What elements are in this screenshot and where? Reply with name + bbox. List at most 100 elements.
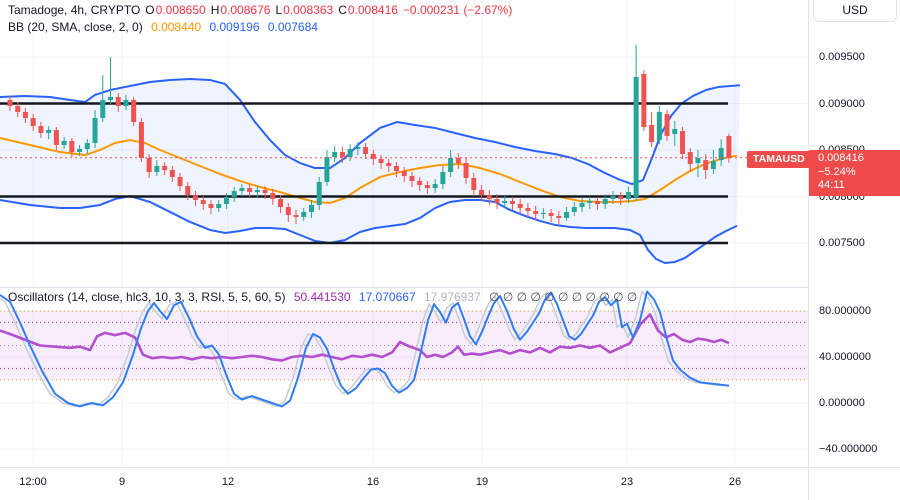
candle-body <box>177 176 183 186</box>
candle-body <box>509 200 515 205</box>
candle-body <box>463 163 469 178</box>
last-price-change: −5.24% <box>818 165 856 178</box>
candle-body <box>131 99 137 123</box>
price-axis-label: 0.007500 <box>819 237 865 249</box>
candle-body <box>123 99 129 107</box>
candle-body <box>502 200 508 204</box>
candle-body <box>223 196 229 205</box>
candle-body <box>324 156 330 182</box>
symbol-legend[interactable]: Tamadoge, 4h, CRYPTO O0.008650 H0.008676 L0… <box>8 3 517 17</box>
candle-body <box>84 143 90 149</box>
candle-body <box>301 211 307 217</box>
candle-body <box>270 193 276 200</box>
candle-body <box>664 114 670 136</box>
candle-body <box>571 207 577 212</box>
price-axis-label: 0.009500 <box>819 51 865 63</box>
candle-body <box>316 181 322 205</box>
candle-body <box>92 118 98 144</box>
oscillators-legend[interactable]: Oscillators (14, close, hlc3, 10, 3, 3, … <box>8 290 642 304</box>
candle-body <box>386 163 392 166</box>
time-axis-label: 19 <box>475 476 489 488</box>
candle-body <box>278 199 284 208</box>
candle-body <box>154 165 160 173</box>
candle-body <box>417 180 423 186</box>
oscillator-axis-label: 40.000000 <box>819 351 871 363</box>
bb-upper-band <box>0 78 741 186</box>
candle-body <box>579 203 585 208</box>
candle-body <box>347 148 353 157</box>
candle-body <box>254 189 260 193</box>
oscillator-purple-line <box>0 313 730 362</box>
candle-body <box>262 189 268 194</box>
bar-countdown: 44:11 <box>818 179 845 191</box>
bb-title: BB (20, SMA, close, 2, 0) <box>8 20 143 34</box>
candle-body <box>7 99 13 107</box>
candle-body <box>486 195 492 200</box>
candle-body <box>726 136 732 158</box>
price-axis[interactable]: USD 0.008416 −5.24% 44:11 0.009500 0.0090… <box>808 0 900 467</box>
osc-purple-value: 50.441530 <box>293 290 351 304</box>
time-axis-label: 23 <box>620 476 634 488</box>
osc-gray-value: 17.976937 <box>423 290 481 304</box>
ohlc-token: O0.008650 <box>145 3 206 17</box>
candle-body <box>339 152 345 157</box>
candle-body <box>370 153 376 160</box>
candle-body <box>200 200 206 205</box>
candle-body <box>540 212 546 214</box>
candle-body <box>494 199 500 204</box>
last-price-badge: 0.008416 −5.24% 44:11 <box>809 150 900 196</box>
chart-canvas[interactable]: Tamadoge, 4h, CRYPTO O0.008650 H0.008676 L0… <box>0 0 811 467</box>
oscillator-shadow-line <box>0 290 725 408</box>
price-axis-label: 0.009000 <box>819 97 865 110</box>
axis-corner <box>808 467 900 500</box>
candle-body <box>618 196 624 200</box>
candle-body <box>594 200 600 205</box>
candle-body <box>285 207 291 216</box>
candle-body <box>409 176 415 181</box>
candle-body <box>231 191 237 197</box>
oscillator-axis-label: 0.000000 <box>819 397 865 409</box>
candle-body <box>556 215 562 218</box>
ohlc-values: O0.008650 H0.008676 L0.008363 C0.008416 <box>145 3 403 17</box>
candle-body <box>15 106 21 112</box>
candle-body <box>432 184 438 189</box>
candle-body <box>448 157 454 173</box>
oscillator-axis-label: −40.000000 <box>819 443 878 455</box>
bb-lower-band <box>0 195 738 264</box>
candle-body <box>533 211 539 214</box>
candle-body <box>146 157 152 173</box>
price-pane[interactable] <box>0 0 808 287</box>
candle-body <box>649 124 655 143</box>
time-axis[interactable]: 12:00 9 12 16 19 23 26 <box>0 467 808 500</box>
candle-body <box>30 118 36 127</box>
candle-body <box>656 111 662 141</box>
candle-body <box>293 215 299 217</box>
candle-body <box>564 211 570 218</box>
candle-body <box>672 128 678 135</box>
candle-body <box>115 96 121 107</box>
candle-body <box>247 188 253 193</box>
candle-body <box>169 169 175 177</box>
candle-body <box>193 195 199 201</box>
candle-body <box>185 185 191 196</box>
candle-body <box>46 130 52 133</box>
candle-body <box>216 204 222 209</box>
candle-body <box>641 74 647 128</box>
candle-body <box>440 172 446 185</box>
candle-body <box>525 208 531 212</box>
candle-body <box>355 147 361 149</box>
ohlc-token: L0.008363 <box>275 3 334 17</box>
candle-body <box>424 185 430 189</box>
bb-basis-value: 0.008440 <box>151 20 202 34</box>
candle-body <box>53 130 59 145</box>
candle-body <box>332 152 338 157</box>
currency-button[interactable]: USD <box>813 0 897 22</box>
candle-body <box>22 111 28 119</box>
candle-body <box>517 204 523 209</box>
candle-body <box>61 140 67 145</box>
bb-legend[interactable]: BB (20, SMA, close, 2, 0) 0.008440 0.009… <box>8 20 323 34</box>
candle-body <box>479 189 485 196</box>
candle-body <box>625 192 631 200</box>
oscillator-pane[interactable] <box>0 287 808 467</box>
bb-upper-value: 0.009196 <box>209 20 260 34</box>
